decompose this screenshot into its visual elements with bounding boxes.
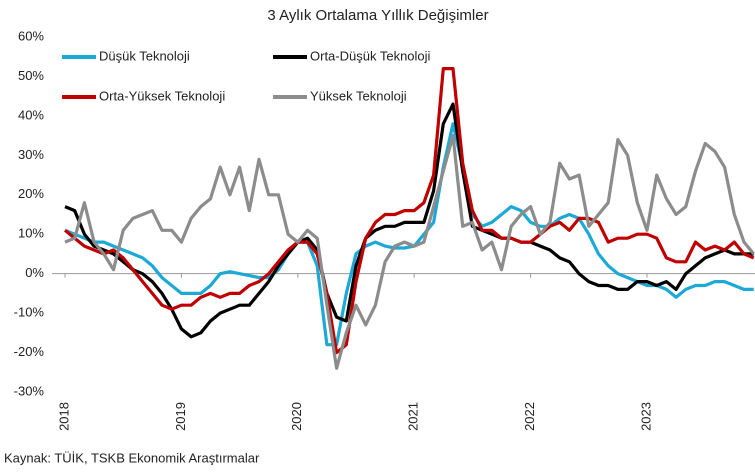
chart-title: 3 Aylık Ortalama Yıllık Değişimler (267, 7, 488, 24)
x-tick-label: 2021 (406, 402, 421, 431)
x-tick-label: 2020 (289, 402, 304, 431)
y-tick-label: 20% (18, 186, 44, 201)
y-tick-label: -30% (14, 383, 45, 398)
x-tick-label: 2022 (522, 402, 537, 431)
y-tick-label: 60% (18, 28, 44, 43)
y-tick-label: -20% (14, 344, 45, 359)
y-tick-label: -10% (14, 305, 45, 320)
series-line (64, 102, 754, 339)
y-tick-label: 50% (18, 68, 44, 83)
x-tick-label: 2023 (638, 402, 653, 431)
series-line (63, 67, 755, 355)
x-tick-label: 2018 (56, 402, 71, 431)
legend-label: Orta-Düşük Teknoloji (310, 48, 431, 63)
y-tick-label: 30% (18, 147, 44, 162)
series-line (64, 134, 755, 370)
legend-label: Orta-Yüksek Teknoloji (99, 88, 225, 103)
source-note: Kaynak: TÜİK, TSKB Ekonomik Araştırmalar (4, 450, 260, 465)
y-tick-label: 0% (25, 265, 44, 280)
y-tick-label: 10% (18, 226, 44, 241)
legend-label: Düşük Teknoloji (99, 48, 190, 63)
x-tick-label: 2019 (173, 402, 188, 431)
legend-label: Yüksek Teknoloji (310, 88, 407, 103)
y-tick-label: 40% (18, 107, 44, 122)
